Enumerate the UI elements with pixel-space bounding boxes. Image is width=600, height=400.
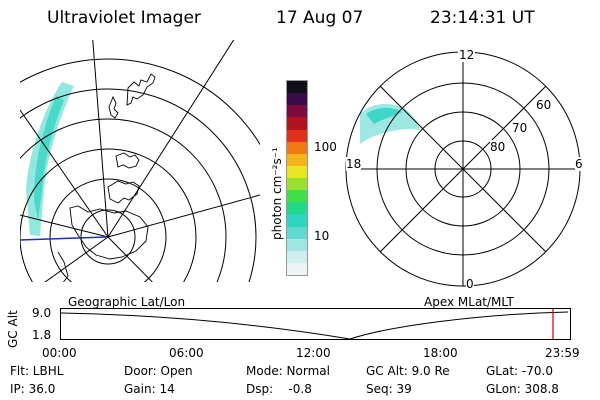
altitude-curve — [60, 311, 569, 340]
status-mode: Mode: Normal — [246, 364, 330, 378]
timeline-frame — [60, 308, 571, 340]
latitude-circles — [20, 58, 260, 282]
mlat-label-70: 70 — [512, 121, 528, 135]
colorbar-band — [287, 81, 307, 94]
mlt-label-6: 6 — [575, 157, 583, 171]
colorbar-band — [287, 117, 307, 130]
mlt-label-0: 0 — [466, 277, 474, 291]
time-label: 23:14:31 UT — [430, 8, 535, 28]
colorbar-band — [287, 226, 307, 239]
aurora-emission-core — [34, 96, 64, 220]
satellite-track — [20, 236, 107, 241]
colorbar — [286, 80, 308, 276]
timeline-xtick-0000: 00:00 — [42, 346, 77, 360]
colorbar-band — [287, 141, 307, 154]
status-door: Door: Open — [124, 364, 193, 378]
timeline-y-label: GC Alt — [6, 310, 20, 348]
mlt-lines — [346, 52, 580, 286]
status-filter: Flt: LBHL — [10, 364, 64, 378]
colorbar-unit-label: photon cm⁻²s⁻¹ — [270, 147, 284, 240]
magnetic-polar-plot — [345, 51, 581, 287]
mlt-label-12: 12 — [458, 48, 476, 62]
colorbar-band — [287, 250, 307, 263]
colorbar-band — [287, 93, 307, 106]
geographic-map — [20, 40, 260, 282]
mlat-label-80: 80 — [490, 140, 506, 154]
colorbar-band — [287, 214, 307, 227]
colorbar-band — [287, 165, 307, 178]
timeline-ytick-9: 9.0 — [32, 306, 52, 320]
status-seq: Seq: 39 — [366, 382, 412, 396]
meridian-lines — [20, 40, 260, 282]
altitude-timeline — [60, 308, 571, 340]
mlt-label-18: 18 — [346, 157, 362, 171]
status-dsp: Dsp: -0.8 — [246, 382, 312, 396]
left-panel-caption: Geographic Lat/Lon — [68, 295, 186, 309]
status-glon: GLon: 308.8 — [486, 382, 559, 396]
instrument-title: Ultraviolet Imager — [47, 8, 201, 28]
right-panel-caption: Apex MLat/MLT — [424, 295, 514, 309]
colorbar-band — [287, 105, 307, 118]
status-ip: IP: 36.0 — [10, 382, 56, 396]
timeline-ytick-1-8: 1.8 — [32, 328, 52, 342]
mlat-label-60: 60 — [536, 98, 552, 112]
colorbar-band — [287, 262, 307, 275]
timeline-xtick-2359: 23:59 — [545, 346, 580, 360]
colorbar-band — [287, 190, 307, 203]
colorbar-band — [287, 238, 307, 251]
colorbar-band — [287, 178, 307, 191]
colorbar-band — [287, 202, 307, 215]
status-gain: Gain: 14 — [124, 382, 175, 396]
timeline-xtick-1800: 18:00 — [423, 346, 458, 360]
timeline-xtick-1200: 12:00 — [296, 346, 331, 360]
coastlines — [57, 73, 156, 282]
colorbar-tick-10: 10 — [314, 229, 330, 243]
colorbar-band — [287, 129, 307, 142]
status-gc-alt: GC Alt: 9.0 Re — [366, 364, 450, 378]
geographic-map-content — [20, 40, 260, 282]
date-label: 17 Aug 07 — [276, 8, 364, 28]
status-glat: GLat: -70.0 — [486, 364, 553, 378]
timeline-xtick-0600: 06:00 — [169, 346, 204, 360]
colorbar-band — [287, 153, 307, 166]
colorbar-tick-100: 100 — [314, 140, 337, 154]
aurora-patch-core — [366, 107, 402, 124]
